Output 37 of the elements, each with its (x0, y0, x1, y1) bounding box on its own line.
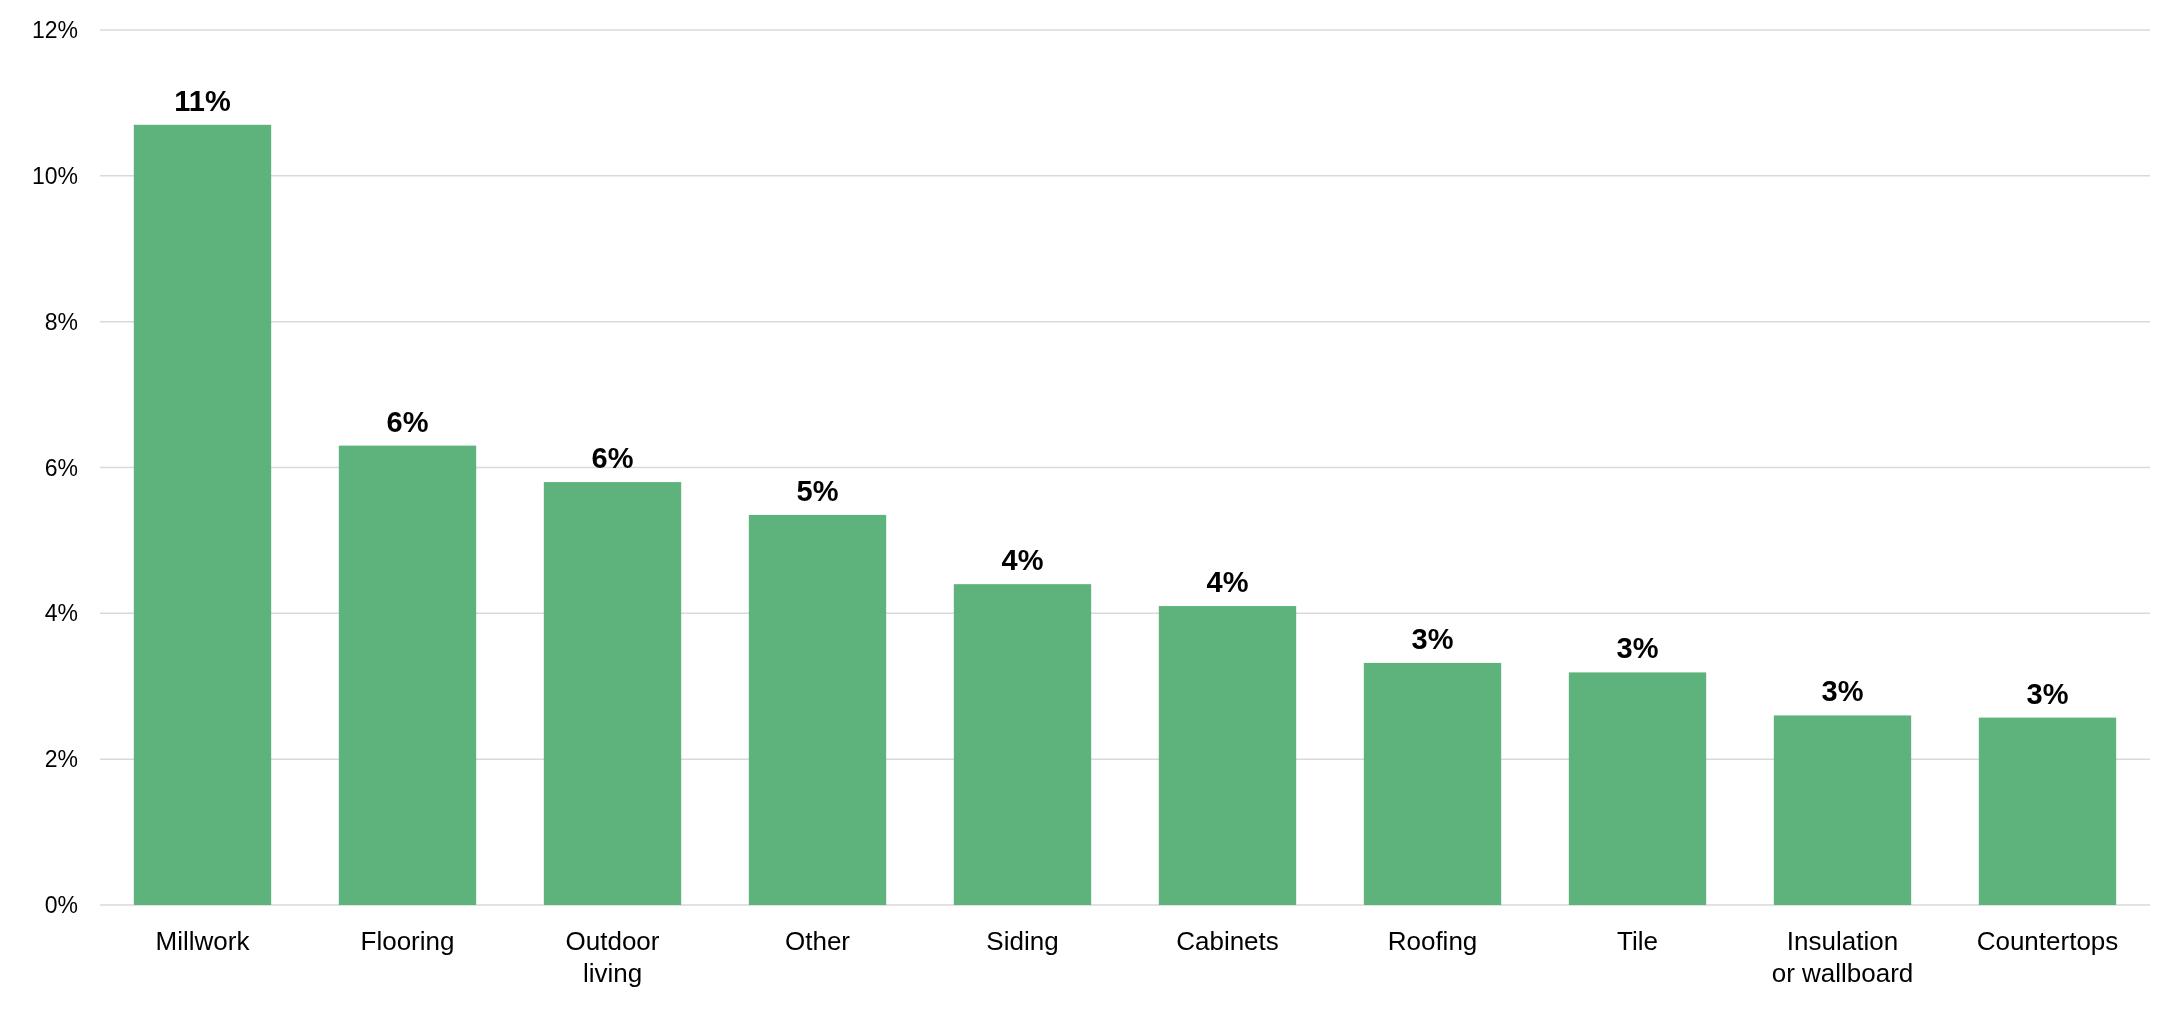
bar (133, 124, 272, 905)
y-tick-label: 6% (44, 454, 78, 481)
data-label: 6% (591, 442, 634, 475)
bar (1568, 672, 1707, 905)
y-tick-label: 8% (44, 308, 78, 335)
bar (748, 514, 887, 905)
data-label: 5% (796, 474, 839, 507)
bar (1773, 715, 1912, 905)
data-label: 3% (1411, 622, 1454, 655)
data-label: 6% (386, 405, 429, 438)
x-tick-label: Siding (986, 926, 1059, 956)
bar (953, 584, 1092, 905)
x-tick-label: Millwork (155, 926, 251, 956)
bar (543, 482, 682, 905)
y-tick-label: 2% (44, 746, 78, 773)
x-tick-label: Roofing (1387, 926, 1478, 956)
x-tick-label: Other (784, 926, 851, 956)
data-label: 3% (1616, 632, 1659, 665)
x-tick-label: Cabinets (1176, 926, 1279, 956)
bar (1158, 606, 1297, 905)
data-label: 3% (2026, 677, 2069, 710)
data-label: 3% (1821, 675, 1864, 708)
bar (1363, 662, 1502, 905)
data-label: 11% (174, 84, 231, 117)
x-tick-label: Flooring (360, 926, 455, 956)
y-tick-label: 10% (31, 162, 78, 189)
y-tick-label: 4% (44, 600, 78, 627)
data-label: 4% (1001, 544, 1044, 577)
x-tick-label: Outdoor living (565, 926, 660, 988)
x-tick-label: Tile (1617, 926, 1658, 956)
x-tick-label: Insulation or wallboard (1771, 926, 1914, 988)
x-tick-label: Countertops (1976, 926, 2119, 956)
y-tick-label: 0% (44, 892, 78, 919)
bar (338, 445, 477, 905)
y-tick-label: 12% (31, 17, 78, 44)
data-label: 4% (1206, 566, 1249, 599)
bar (1978, 717, 2117, 905)
